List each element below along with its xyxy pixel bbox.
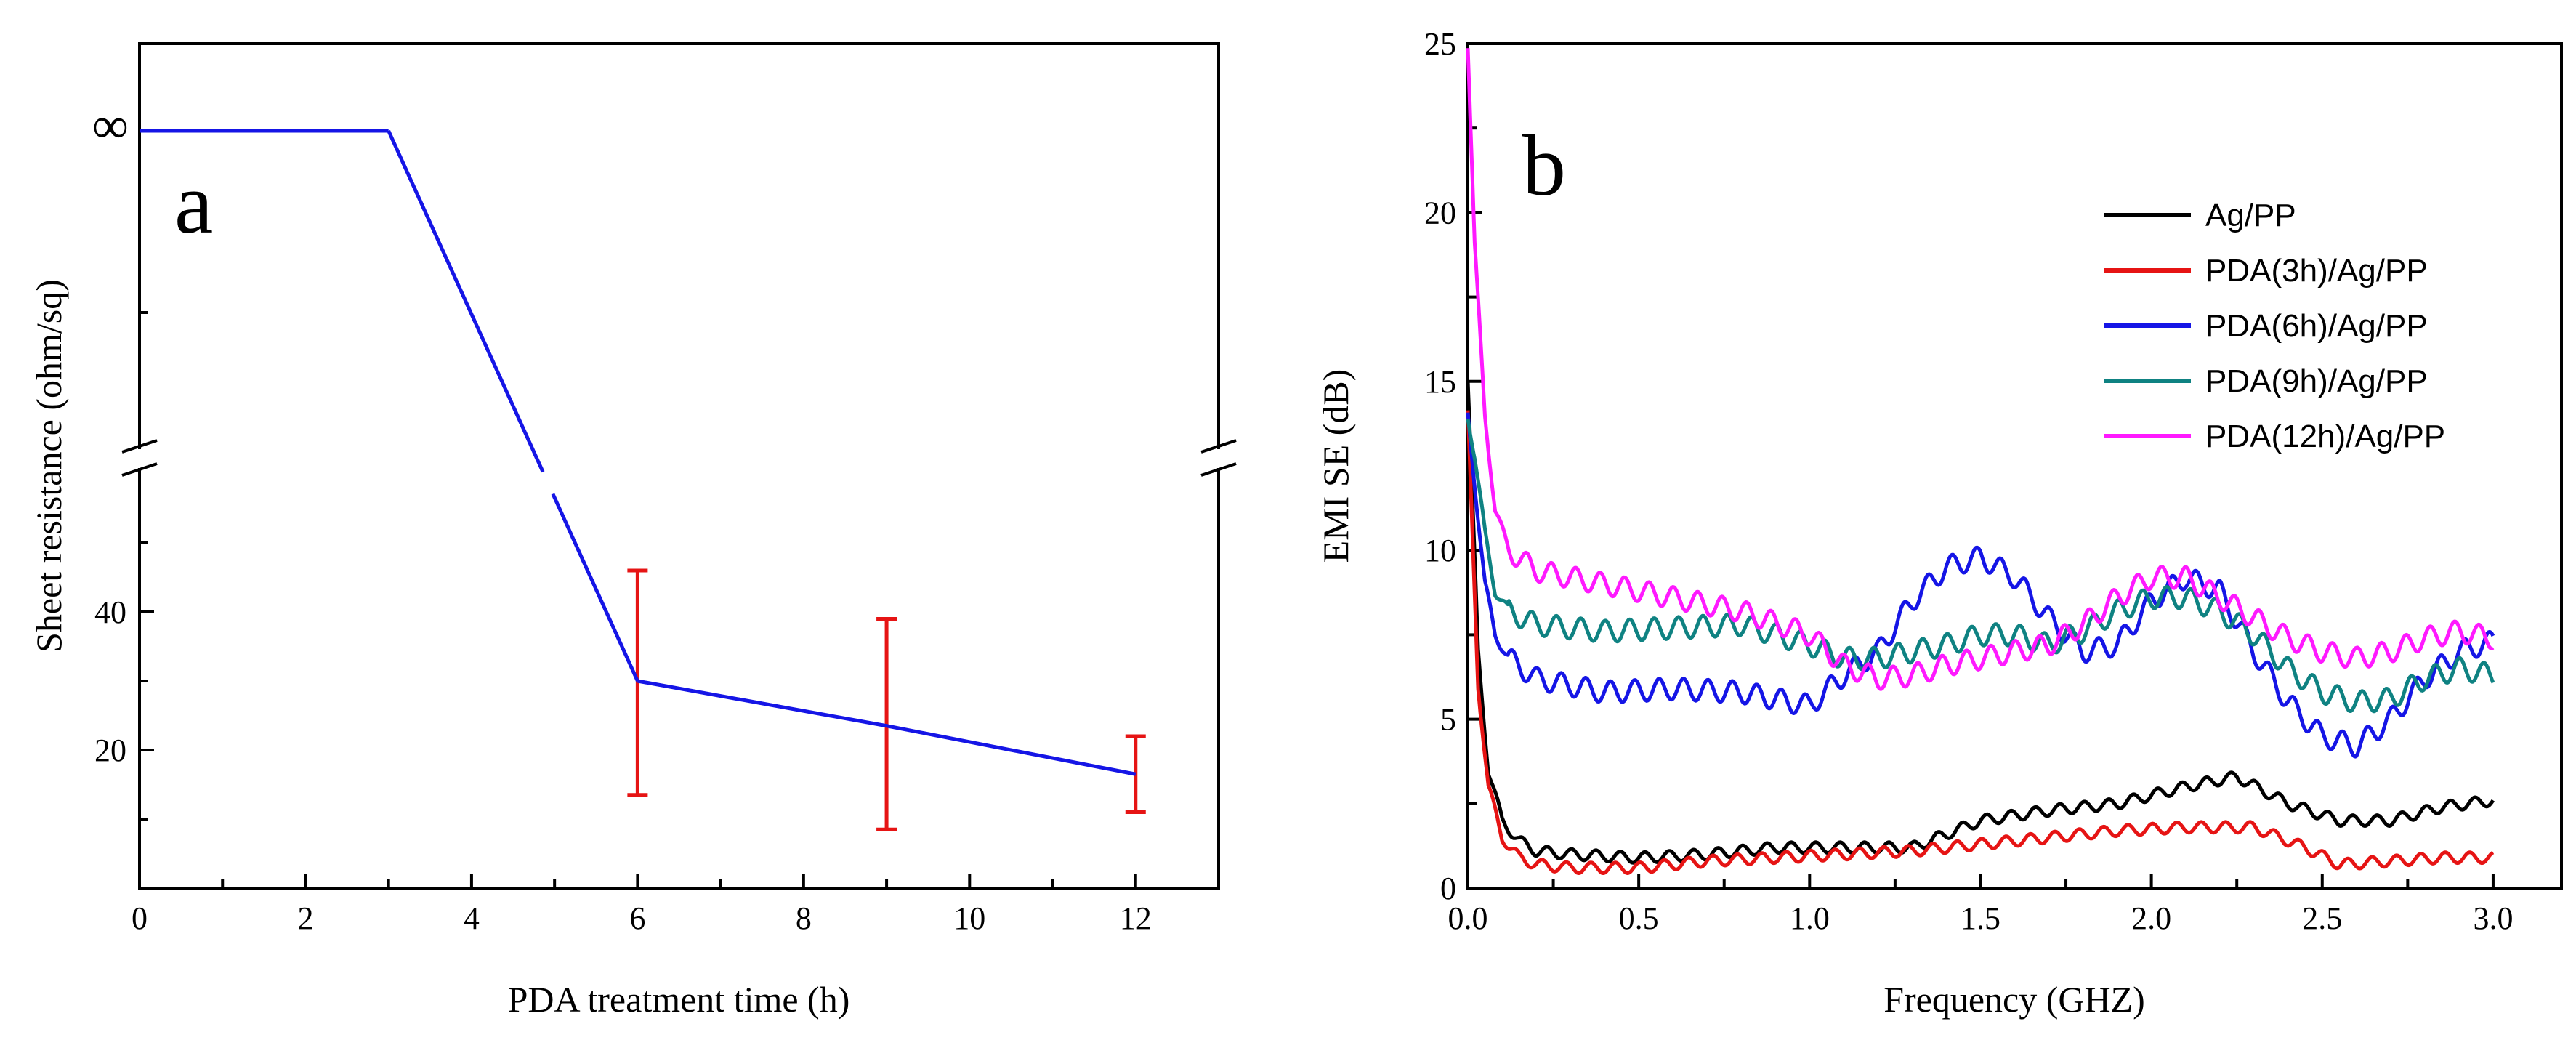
panel-a-error-bars <box>627 568 1146 831</box>
b-y-tick-label: 15 <box>1424 364 1456 400</box>
a-x-tick-label: 8 <box>796 900 812 936</box>
a-x-tick-label: 6 <box>629 900 645 936</box>
b-y-tick-label: 5 <box>1440 702 1456 738</box>
b-y-tick-label: 0 <box>1440 871 1456 906</box>
b-x-tick-label: 1.5 <box>1961 900 2000 936</box>
b-series-line <box>1466 48 2495 691</box>
a-x-tick-label: 12 <box>1120 900 1152 936</box>
panel-b-series <box>1466 48 2495 875</box>
b-series-line <box>1466 381 2495 865</box>
b-x-tick-label: 2.0 <box>2131 900 2171 936</box>
panel-a-series <box>140 129 1136 776</box>
panel-a-y-axis-title: Sheet resistance (ohm/sq) <box>28 279 69 653</box>
break-mark-right-1 <box>1200 439 1237 454</box>
a-y-tick-label: 20 <box>94 733 126 768</box>
b-x-tick-label: 1.0 <box>1790 900 1830 936</box>
legend-label: PDA(9h)/Ag/PP <box>2205 363 2428 399</box>
panel-b-frame <box>1466 42 2563 890</box>
panel-b-x-ticks: 0.0 0.5 1.0 1.5 2.0 2.5 3.0 <box>1448 874 2513 936</box>
panel-b-x-axis-title: Frequency (GHZ) <box>1883 979 2145 1020</box>
break-mark-left-1 <box>121 439 158 454</box>
panel-b-y-axis-title: EMI SE (dB) <box>1315 369 1356 563</box>
b-series-line <box>1466 410 2495 875</box>
legend-label: PDA(12h)/Ag/PP <box>2205 419 2445 454</box>
b-series-line <box>1466 418 2495 714</box>
a-x-tick-label: 10 <box>953 900 985 936</box>
a-line-segment-drop-upper <box>387 129 545 473</box>
break-mark-left-2 <box>121 462 158 477</box>
legend-label: Ag/PP <box>2205 198 2296 233</box>
panel-b-legend: Ag/PP PDA(3h)/Ag/PP PDA(6h)/Ag/PP PDA(9h)/A… <box>2104 198 2445 454</box>
legend-label: PDA(3h)/Ag/PP <box>2205 253 2428 289</box>
b-y-tick-label: 25 <box>1424 26 1456 62</box>
panel-a-x-ticks: 0 2 4 6 8 10 12 <box>132 874 1152 936</box>
panel-b-letter: b <box>1522 117 1566 214</box>
b-x-tick-label: 0.5 <box>1619 900 1659 936</box>
panel-a-frame <box>138 42 1220 890</box>
b-y-tick-label: 20 <box>1424 195 1456 230</box>
b-series-line <box>1466 412 2495 759</box>
panel-b-chart: 0.0 0.5 1.0 1.5 2.0 2.5 3.0 0 5 10 15 20 25 b Ag/PP… <box>1315 26 2563 1020</box>
infinity-tick-label: ∞ <box>92 98 129 154</box>
break-mark-right-2 <box>1200 462 1237 477</box>
panel-a-x-axis-title: PDA treatment time (h) <box>508 979 850 1020</box>
a-x-tick-label: 4 <box>464 900 480 936</box>
b-x-tick-label: 0.0 <box>1448 900 1488 936</box>
b-y-tick-label: 10 <box>1424 533 1456 568</box>
legend-label: PDA(6h)/Ag/PP <box>2205 308 2428 344</box>
panel-a-axis-break <box>121 439 1237 477</box>
b-x-tick-label: 3.0 <box>2473 900 2513 936</box>
a-line-segment-finite <box>637 679 1136 776</box>
a-x-tick-label: 2 <box>297 900 313 936</box>
b-x-tick-label: 2.5 <box>2302 900 2342 936</box>
panel-a-letter: a <box>174 155 213 251</box>
a-line-segment-drop-lower <box>551 493 639 682</box>
a-y-tick-label: 40 <box>94 594 126 630</box>
a-x-tick-label: 0 <box>132 900 148 936</box>
